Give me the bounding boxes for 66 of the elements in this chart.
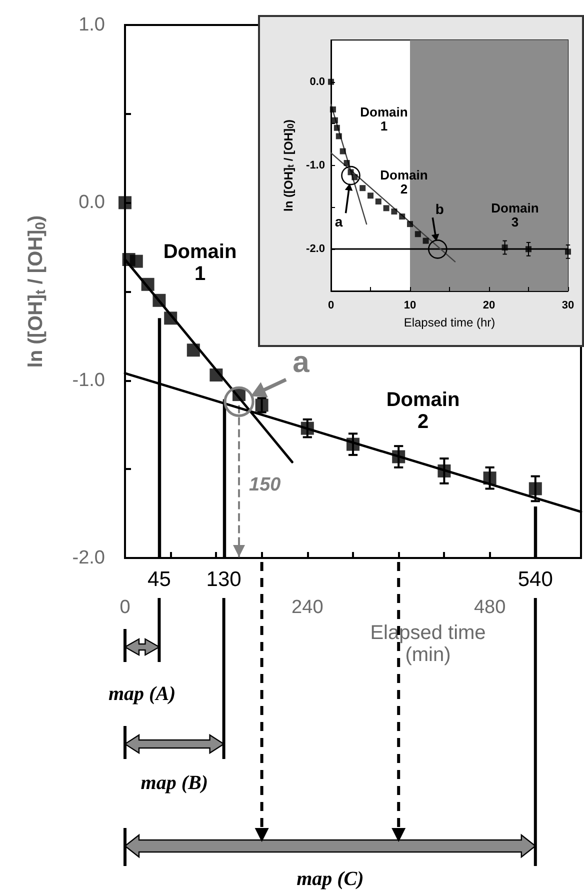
point	[407, 221, 413, 228]
annotation: b	[435, 201, 444, 218]
annotation: Domain 1	[163, 241, 237, 285]
point	[346, 438, 360, 451]
point	[528, 482, 542, 496]
x-tick-label: 20	[482, 300, 496, 312]
point	[526, 246, 532, 252]
x-tick-label: 0	[328, 300, 334, 312]
point	[360, 185, 366, 192]
x-tick-label: 10	[404, 300, 416, 312]
point	[391, 208, 398, 215]
point	[383, 205, 390, 212]
ref-line-label: 150	[249, 474, 282, 496]
point	[330, 106, 336, 112]
point	[375, 198, 382, 204]
ref-line-label: 540	[518, 568, 553, 591]
ref-line-label: 130	[206, 568, 242, 591]
y-tick-label: -1.0	[72, 370, 105, 391]
text: map (B)	[140, 772, 208, 794]
x-tick-label: 480	[474, 597, 506, 618]
annotation: Domain 2	[380, 167, 428, 197]
point	[344, 160, 350, 166]
annotation: Domain 1	[360, 104, 408, 134]
point	[483, 472, 496, 485]
x-tick-label: 30	[562, 300, 574, 312]
x-tick-label: 0	[120, 597, 130, 618]
point	[152, 294, 166, 307]
point	[300, 422, 314, 435]
point	[352, 174, 358, 180]
point	[164, 312, 178, 325]
point	[392, 450, 406, 464]
annotation: Domain 2	[386, 389, 460, 433]
point	[502, 244, 508, 250]
point	[368, 192, 374, 199]
y-tick-label: -2.0	[72, 548, 105, 568]
point	[414, 231, 421, 238]
text: map (C)	[296, 868, 364, 890]
y-tick-label: -1.0	[306, 160, 325, 172]
point	[399, 214, 406, 220]
y-tick-label: -2.0	[306, 243, 325, 256]
y-tick-label: 0.0	[78, 192, 105, 214]
annotation: Domain 3	[491, 200, 539, 230]
annotation: a	[292, 346, 310, 380]
x-axis-title: Elapsed time (hr)	[404, 316, 496, 330]
text: map (A)	[108, 683, 176, 705]
y-axis-title: ln ([OH]t / [OH]0)	[25, 215, 48, 368]
point	[565, 248, 571, 255]
point	[334, 124, 340, 131]
y-tick-label: 0.0	[310, 76, 325, 88]
x-tick-label: 240	[292, 597, 324, 618]
annotation: a	[334, 213, 343, 230]
ref-line-label: 45	[148, 568, 171, 591]
point	[130, 254, 143, 268]
y-axis-title: ln ([OH]t / [OH]0)	[282, 120, 296, 212]
point	[336, 133, 342, 140]
y-tick-label: 1.0	[78, 14, 105, 36]
point	[340, 148, 346, 154]
point	[328, 78, 334, 85]
point	[186, 344, 200, 357]
point	[141, 278, 154, 291]
point	[118, 196, 132, 210]
x-axis-title: Elapsed time (min)	[370, 622, 486, 666]
point	[438, 464, 451, 478]
point	[422, 238, 429, 244]
point	[332, 117, 338, 124]
point	[210, 368, 223, 382]
